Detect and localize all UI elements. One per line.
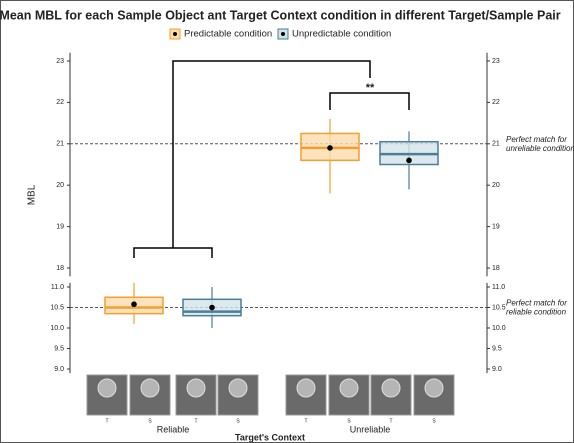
y-tick-label: 11.0 bbox=[51, 284, 64, 291]
pair-label: T bbox=[105, 418, 108, 424]
mean bbox=[131, 301, 137, 308]
pair-label: T bbox=[389, 418, 392, 424]
mean bbox=[406, 157, 412, 164]
y-tick-label: 10.5 bbox=[50, 304, 64, 311]
y2-tick-label: 20 bbox=[492, 182, 500, 189]
y-tick-label: 19 bbox=[56, 223, 64, 230]
y-axis-label: MBL bbox=[27, 184, 38, 205]
pair-label: S bbox=[148, 418, 152, 424]
y2-tick-label: 9.5 bbox=[492, 345, 502, 352]
thumbnail-object bbox=[97, 378, 117, 398]
y2-tick-label: 11.0 bbox=[492, 284, 505, 291]
y2-tick-label: 22 bbox=[492, 99, 500, 106]
pair-label: T bbox=[304, 418, 307, 424]
x-tick-label: Unreliable bbox=[350, 424, 391, 434]
legend-dot bbox=[281, 32, 285, 36]
mean bbox=[327, 145, 333, 151]
pair-label: T bbox=[194, 418, 197, 424]
bracket bbox=[133, 247, 213, 258]
thumbnail-object bbox=[424, 378, 444, 398]
thumbnail-object bbox=[140, 378, 160, 398]
y-tick-label: 18 bbox=[56, 265, 64, 272]
reference-label: Perfect match for bbox=[506, 299, 567, 308]
legend-label: Predictable condition bbox=[184, 29, 272, 40]
pair-label: S bbox=[432, 418, 436, 424]
y-tick-label: 9.5 bbox=[54, 345, 64, 352]
y2-tick-label: 18 bbox=[492, 265, 500, 272]
legend-dot bbox=[173, 32, 177, 36]
reference-label: Perfect match for bbox=[506, 135, 567, 144]
pair-label: S bbox=[236, 418, 240, 424]
thumbnail-object bbox=[186, 378, 206, 398]
x-tick-label: Reliable bbox=[157, 424, 190, 434]
thumbnail-object bbox=[381, 378, 401, 398]
chart-title: Mean MBL for each Sample Object ant Targ… bbox=[0, 8, 561, 22]
bracket bbox=[172, 60, 371, 248]
y2-tick-label: 10.0 bbox=[492, 325, 506, 332]
thumbnail-object bbox=[296, 378, 316, 398]
legend-label: Unpredictable condition bbox=[292, 29, 391, 40]
y2-tick-label: 23 bbox=[492, 58, 500, 65]
thumbnail-object bbox=[339, 378, 359, 398]
x-axis-label: Target's Context bbox=[235, 432, 305, 442]
bracket bbox=[329, 92, 410, 110]
reference-label: reliable condition bbox=[506, 308, 567, 317]
y-tick-label: 23 bbox=[56, 58, 64, 65]
y2-tick-label: 9.0 bbox=[492, 366, 502, 373]
y2-tick-label: 21 bbox=[492, 141, 500, 148]
y2-tick-label: 19 bbox=[492, 223, 500, 230]
y-tick-label: 10.0 bbox=[50, 325, 64, 332]
y-tick-label: 9.0 bbox=[54, 366, 64, 373]
significance: ** bbox=[366, 82, 375, 94]
reference-label: unreliable condition bbox=[506, 144, 574, 153]
y-tick-label: 21 bbox=[56, 141, 64, 148]
y-tick-label: 20 bbox=[56, 182, 64, 189]
pair-label: S bbox=[347, 418, 351, 424]
y-tick-label: 22 bbox=[56, 99, 64, 106]
y2-tick-label: 10.5 bbox=[492, 304, 506, 311]
thumbnail-object bbox=[228, 378, 248, 398]
mean bbox=[209, 304, 215, 311]
